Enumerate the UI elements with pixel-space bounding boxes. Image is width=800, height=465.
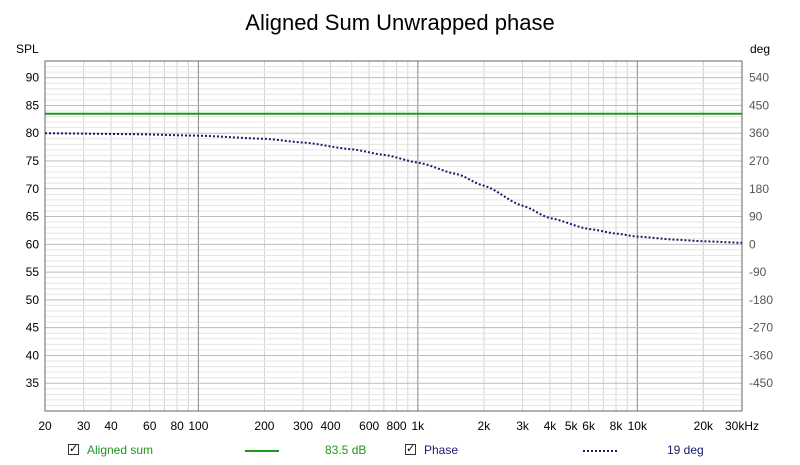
phase-series-line <box>44 132 743 244</box>
right-tick-label: -450 <box>749 376 773 390</box>
grid-major <box>45 61 742 411</box>
x-tick-label: 600 <box>359 419 379 433</box>
right-tick-label: -180 <box>749 293 773 307</box>
x-tick-label: 30kHz <box>725 419 759 433</box>
left-tick-label: 45 <box>26 321 40 335</box>
right-tick-label: 90 <box>749 210 763 224</box>
left-axis-ticks: 35 40 45 50 55 60 65 70 75 80 85 90 <box>26 71 40 391</box>
x-tick-label: 80 <box>170 419 184 433</box>
left-tick-label: 60 <box>26 237 40 251</box>
chart: Aligned Sum Unwrapped phase SPL deg 20 30… <box>16 10 773 433</box>
x-tick-label: 1k <box>411 419 425 433</box>
phase-checkbox[interactable] <box>405 442 416 455</box>
x-tick-label: 5k <box>565 419 579 433</box>
left-tick-label: 90 <box>26 71 40 85</box>
left-tick-label: 85 <box>26 98 40 112</box>
right-tick-label: 270 <box>749 154 769 168</box>
left-tick-label: 65 <box>26 210 40 224</box>
x-tick-label: 2k <box>478 419 492 433</box>
x-tick-label: 4k <box>544 419 558 433</box>
right-tick-label: 540 <box>749 71 769 85</box>
right-tick-label: 0 <box>749 237 756 251</box>
right-tick-label: 450 <box>749 98 769 112</box>
x-tick-label: 20k <box>694 419 714 433</box>
legend: Aligned sum 83.5 dB Phase 19 deg <box>0 440 800 464</box>
x-tick-label: 800 <box>387 419 407 433</box>
plot-area-border <box>44 60 743 412</box>
x-tick-label: 200 <box>254 419 274 433</box>
x-tick-label: 400 <box>320 419 340 433</box>
left-tick-label: 35 <box>26 376 40 390</box>
right-tick-label: -360 <box>749 348 773 362</box>
aligned-sum-legend-line <box>245 450 279 452</box>
left-tick-label: 55 <box>26 265 40 279</box>
right-tick-label: -270 <box>749 321 773 335</box>
aligned-sum-checkbox[interactable] <box>68 442 79 455</box>
phase-legend-label: Phase <box>424 443 459 457</box>
x-axis-ticks: 20 30 40 60 80 100 200 300 400 600 800 1k 2k 3k 4k 5k 6k… <box>38 419 759 433</box>
right-axis-unit: deg <box>750 42 770 56</box>
x-tick-label: 3k <box>516 419 530 433</box>
right-axis-ticks: -450 -360 -270 -180 -90 0 90 180 270 360 450 540 <box>749 71 773 391</box>
x-tick-label: 20 <box>38 419 52 433</box>
left-axis-unit: SPL <box>16 42 39 56</box>
grid-minor <box>44 60 743 411</box>
x-tick-label: 100 <box>188 419 208 433</box>
aligned-sum-legend-label: Aligned sum <box>87 443 154 457</box>
x-tick-label: 10k <box>628 419 648 433</box>
right-tick-label: 360 <box>749 126 769 140</box>
right-tick-label: -90 <box>749 265 767 279</box>
phase-legend-line <box>583 450 617 452</box>
left-tick-label: 75 <box>26 154 40 168</box>
aligned-sum-legend-value: 83.5 dB <box>325 443 367 457</box>
series-group <box>44 112 743 244</box>
phase-legend-value: 19 deg <box>667 443 704 457</box>
left-tick-label: 80 <box>26 126 40 140</box>
x-tick-label: 60 <box>143 419 157 433</box>
left-tick-label: 50 <box>26 293 40 307</box>
left-tick-label: 40 <box>26 348 40 362</box>
x-tick-label: 6k <box>582 419 596 433</box>
chart-title: Aligned Sum Unwrapped phase <box>245 10 554 35</box>
x-tick-label: 8k <box>610 419 624 433</box>
right-tick-label: 180 <box>749 182 769 196</box>
x-tick-label: 40 <box>104 419 118 433</box>
x-tick-label: 300 <box>293 419 313 433</box>
x-tick-label: 30 <box>77 419 91 433</box>
left-tick-label: 70 <box>26 182 40 196</box>
